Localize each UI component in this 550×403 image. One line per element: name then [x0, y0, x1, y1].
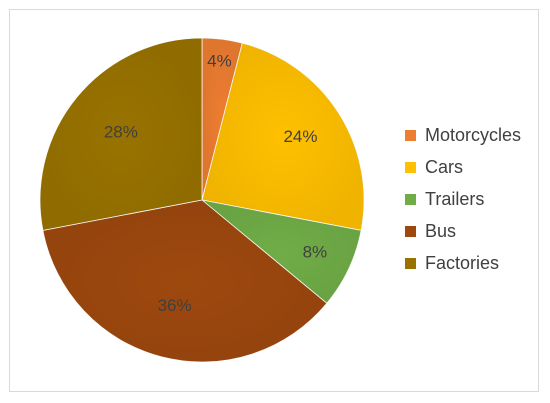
data-label-bus: 36%: [158, 296, 192, 315]
legend: Motorcycles Cars Trailers Bus Factories: [405, 124, 521, 275]
legend-item-bus: Bus: [405, 220, 521, 243]
pie-slices: [39, 37, 365, 363]
legend-swatch-trailers: [405, 194, 416, 205]
legend-label-bus: Bus: [425, 221, 457, 241]
legend-item-factories: Factories: [405, 252, 521, 275]
data-label-trailers: 8%: [303, 243, 328, 262]
legend-item-motorcycles: Motorcycles: [405, 124, 521, 147]
legend-swatch-factories: [405, 258, 416, 269]
data-label-motorcycles: 4%: [207, 51, 232, 70]
legend-swatch-cars: [405, 162, 416, 173]
pie-slice-shading-factories: [39, 38, 202, 231]
pie-slice-shading-cars: [202, 43, 364, 231]
pie-slice-shading-bus: [42, 200, 327, 363]
legend-swatch-motorcycles: [405, 130, 416, 141]
legend-label-factories: Factories: [425, 253, 500, 273]
legend-swatch-bus: [405, 226, 416, 237]
pie-slice-shading-trailers: [202, 200, 362, 304]
legend-item-cars: Cars: [405, 156, 521, 179]
legend-label-trailers: Trailers: [425, 189, 485, 209]
legend-label-motorcycles: Motorcycles: [425, 125, 522, 145]
legend-item-trailers: Trailers: [405, 188, 521, 211]
data-label-cars: 24%: [283, 127, 317, 146]
pie-data-labels: 4% 24% 8% 36% 28%: [104, 51, 327, 315]
legend-label-cars: Cars: [425, 157, 464, 177]
data-label-factories: 28%: [104, 122, 138, 141]
